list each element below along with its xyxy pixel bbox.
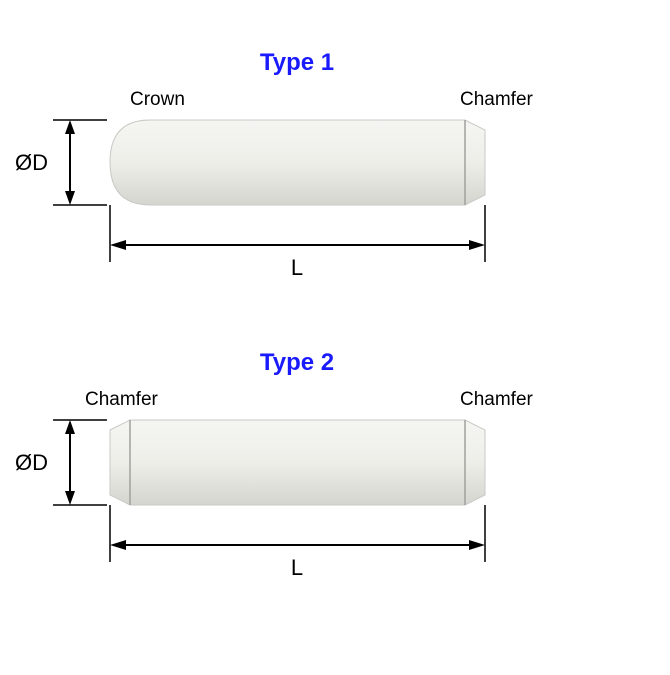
type2-length-dim: L xyxy=(110,505,485,580)
diagram-svg: Type 1 Crown Chamfer ØD L Type 2 xyxy=(0,0,670,670)
type2-diameter-label: ØD xyxy=(15,450,48,475)
type1-pin xyxy=(110,120,485,205)
type1-length-label: L xyxy=(291,255,303,280)
type1-left-label: Crown xyxy=(130,89,185,110)
type2-diameter-dim: ØD xyxy=(15,420,107,505)
type1-diameter-label: ØD xyxy=(15,150,48,175)
type1-right-label: Chamfer xyxy=(460,89,534,110)
type1-title: Type 1 xyxy=(260,49,334,76)
type2-right-label: Chamfer xyxy=(460,389,534,410)
type1-length-dim: L xyxy=(110,205,485,280)
type2-title: Type 2 xyxy=(260,349,334,376)
type2-left-label: Chamfer xyxy=(85,389,159,410)
type1-diameter-dim: ØD xyxy=(15,120,107,205)
type2-pin xyxy=(110,420,485,505)
type2-length-label: L xyxy=(291,555,303,580)
